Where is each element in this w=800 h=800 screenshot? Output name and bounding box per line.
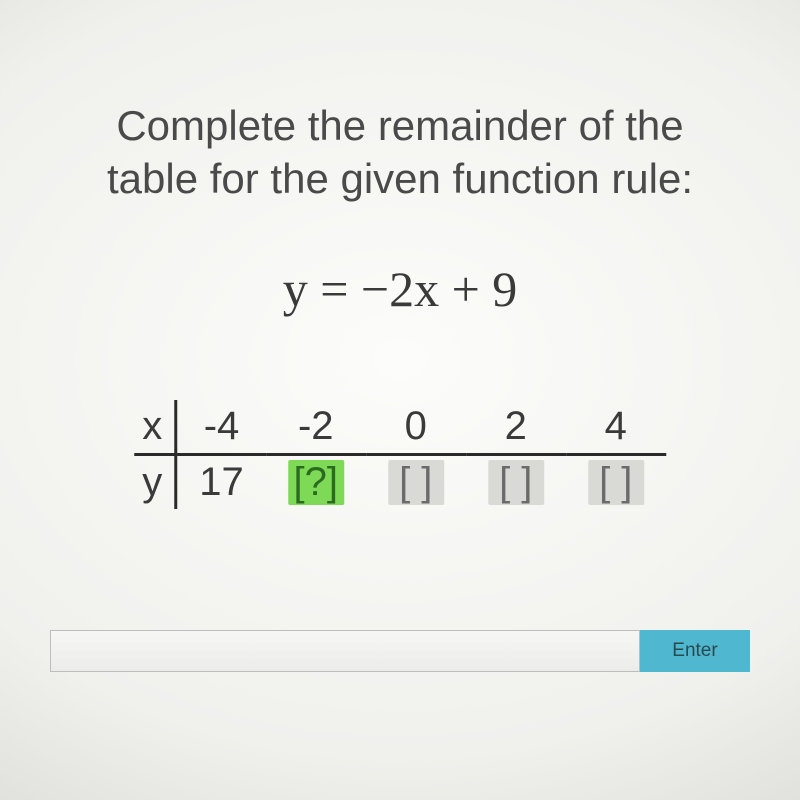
enter-button[interactable]: Enter bbox=[640, 630, 750, 672]
row-label-y: y bbox=[134, 455, 176, 510]
answer-row: Enter bbox=[50, 630, 750, 672]
x-cell: -4 bbox=[176, 400, 266, 455]
x-cell: 0 bbox=[366, 400, 466, 455]
x-cell: -2 bbox=[266, 400, 366, 455]
prompt-line-2: table for the given function rule: bbox=[107, 155, 693, 202]
answer-blank[interactable]: [ ] bbox=[588, 460, 644, 505]
y-cell: 17 bbox=[176, 455, 266, 510]
y-cell[interactable]: [?] bbox=[266, 455, 366, 510]
answer-blank[interactable]: [ ] bbox=[388, 460, 444, 505]
answer-blank-active[interactable]: [?] bbox=[288, 460, 344, 505]
function-table: x -4 -2 0 2 4 y 17 [?] [ ] [ ] [ ] bbox=[134, 400, 666, 509]
function-rule-equation: y = −2x + 9 bbox=[0, 260, 800, 318]
prompt-line-1: Complete the remainder of the bbox=[116, 102, 683, 149]
answer-blank[interactable]: [ ] bbox=[488, 460, 544, 505]
row-label-x: x bbox=[134, 400, 176, 455]
y-cell[interactable]: [ ] bbox=[466, 455, 566, 510]
y-value: 17 bbox=[199, 460, 244, 504]
question-prompt: Complete the remainder of the table for … bbox=[20, 100, 780, 205]
y-cell[interactable]: [ ] bbox=[366, 455, 466, 510]
x-cell: 4 bbox=[566, 400, 666, 455]
y-cell[interactable]: [ ] bbox=[566, 455, 666, 510]
x-cell: 2 bbox=[466, 400, 566, 455]
answer-input[interactable] bbox=[50, 630, 640, 672]
